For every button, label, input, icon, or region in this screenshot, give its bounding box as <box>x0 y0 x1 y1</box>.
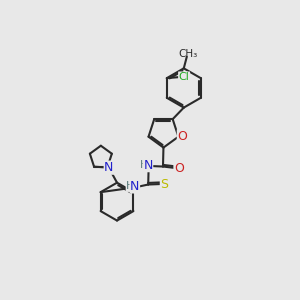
Text: O: O <box>174 162 184 175</box>
Text: H: H <box>126 182 135 191</box>
Text: O: O <box>177 130 187 143</box>
Text: S: S <box>160 178 168 190</box>
Text: N: N <box>143 159 153 172</box>
Text: CH₃: CH₃ <box>178 49 198 59</box>
Text: N: N <box>104 161 114 174</box>
Text: N: N <box>130 180 140 193</box>
Text: H: H <box>140 160 148 170</box>
Text: Cl: Cl <box>179 72 190 82</box>
